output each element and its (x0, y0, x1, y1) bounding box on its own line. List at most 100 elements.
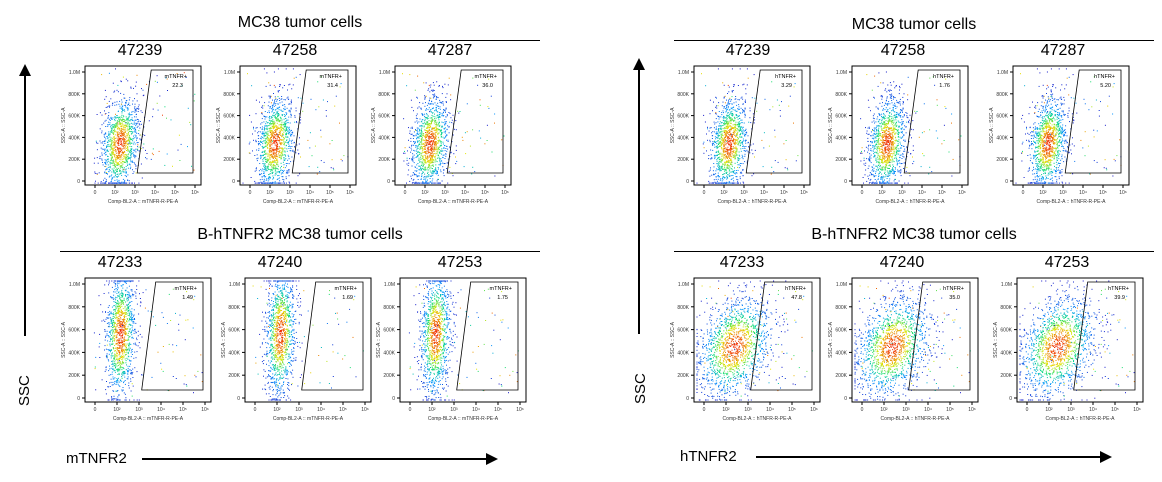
event-dot (432, 171, 434, 173)
event-dot (430, 154, 432, 156)
event-dot (477, 84, 479, 86)
event-dot (139, 293, 140, 295)
event-dot (430, 162, 431, 164)
event-dot (456, 160, 458, 162)
event-dot (121, 152, 123, 154)
event-dot (129, 281, 131, 283)
event-dot (420, 178, 422, 180)
flow-plot: 0 200K 400K 600K 800K 1.0M 0 10² 10³ 10⁴ 10⁵ 10⁶ SSC… (210, 60, 360, 215)
event-dot (124, 129, 126, 131)
event-dot (430, 136, 432, 137)
event-dot (440, 129, 442, 131)
event-dot (279, 139, 280, 141)
event-dot (269, 97, 271, 99)
event-dot (123, 312, 125, 314)
event-dot (101, 130, 103, 132)
event-dot (120, 285, 122, 287)
event-dot (106, 149, 108, 151)
event-dot (450, 99, 452, 101)
event-dot (105, 154, 107, 156)
event-dot (261, 112, 263, 114)
event-dot (121, 389, 123, 391)
event-dot (264, 133, 266, 135)
events (252, 280, 364, 401)
event-dot (113, 153, 115, 155)
event-dot (442, 104, 444, 106)
event-dot (283, 131, 285, 133)
event-dot (127, 144, 129, 146)
event-dot (116, 365, 118, 367)
event-dot (433, 84, 435, 86)
y-tick-label: 400K (223, 135, 235, 141)
x-tick-label: 10² (266, 190, 274, 196)
event-dot (127, 339, 128, 341)
event-dot (125, 171, 127, 173)
event-dot (110, 339, 111, 341)
y-tick-label: 200K (378, 157, 390, 163)
plot-x-label: Comp-BL2-A :: mTNFR-R-PE-A (263, 199, 334, 205)
event-dot (427, 149, 429, 151)
event-dot (440, 141, 442, 143)
event-dot (411, 127, 413, 129)
event-dot (275, 97, 277, 99)
event-dot (117, 309, 119, 311)
event-dot (435, 129, 436, 131)
event-dot (443, 163, 445, 165)
event-dot (125, 289, 127, 291)
event-dot (110, 351, 111, 353)
event-dot (127, 367, 129, 369)
event-dot (135, 81, 137, 83)
event-dot (111, 322, 113, 324)
event-dot (125, 146, 126, 148)
event-dot (130, 154, 132, 156)
event-dot (430, 97, 432, 99)
event-dot (127, 351, 129, 353)
event-dot (130, 119, 132, 121)
event-dot (116, 349, 118, 351)
event-dot (278, 90, 280, 91)
event-dot (175, 312, 176, 314)
event-dot (284, 150, 286, 152)
event-dot (431, 120, 433, 122)
event-dot (108, 139, 110, 141)
event-dot (272, 135, 273, 137)
event-dot (415, 117, 417, 119)
event-dot (271, 127, 272, 129)
event-dot (152, 154, 154, 156)
event-dot (340, 83, 342, 85)
event-dot (110, 321, 112, 323)
event-dot (121, 314, 123, 316)
event-dot (125, 397, 127, 399)
event-dot (136, 132, 138, 134)
event-dot (280, 109, 282, 111)
event-dot (421, 146, 423, 148)
event-dot (422, 114, 424, 116)
event-dot (428, 124, 430, 126)
event-dot (277, 146, 279, 147)
event-dot (432, 162, 434, 164)
event-dot (432, 165, 434, 167)
event-dot (430, 154, 432, 156)
event-dot (129, 136, 130, 138)
event-dot (435, 117, 437, 119)
event-dot (120, 303, 122, 305)
event-dot (161, 312, 163, 314)
event-dot (125, 101, 127, 103)
event-dot (427, 115, 429, 117)
event-dot (125, 122, 127, 124)
event-dot (413, 173, 415, 175)
x-tick-label: 10⁴ (317, 407, 325, 413)
event-dot (266, 178, 268, 180)
event-dot (107, 158, 109, 160)
event-dot (439, 106, 441, 108)
event-dot (118, 128, 120, 130)
event-dot (404, 150, 405, 152)
event-dot (122, 139, 124, 141)
event-dot (114, 129, 116, 131)
event-dot (425, 117, 427, 119)
event-dot (431, 155, 433, 157)
event-dot (270, 154, 272, 156)
event-dot (424, 120, 426, 121)
event-dot (282, 134, 284, 136)
event-dot (123, 119, 124, 120)
